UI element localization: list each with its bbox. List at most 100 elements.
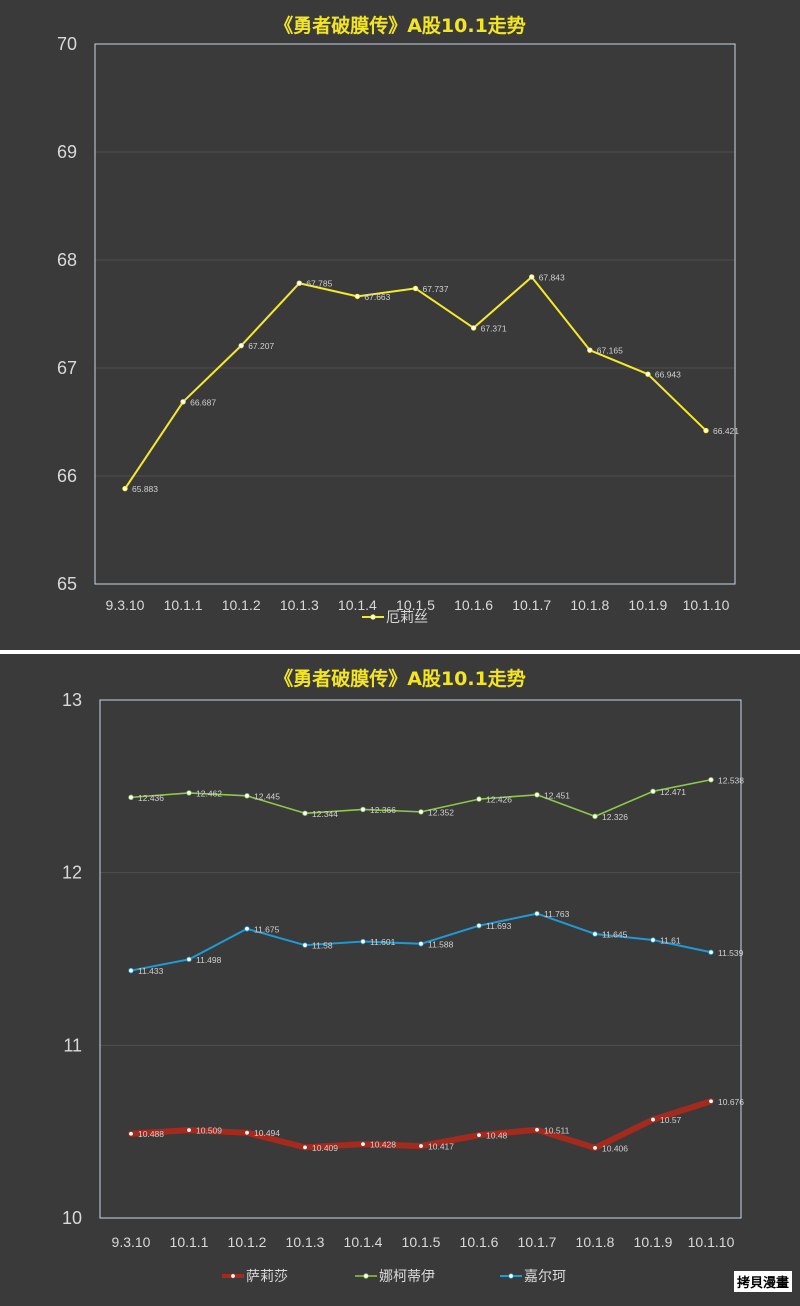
plot-area-border [94,43,736,585]
data-point [244,793,250,799]
x-tick-label: 10.1.10 [683,597,730,613]
y-tick-label: 67 [57,358,77,378]
data-label: 10.488 [138,1129,164,1139]
data-label: 10.48 [486,1131,508,1141]
data-point [302,810,308,816]
x-tick-label: 9.3.10 [112,1234,151,1250]
legend-label: 娜柯蒂伊 [379,1269,435,1285]
data-label: 12.426 [486,795,512,805]
data-point [302,1144,308,1151]
data-point [592,1145,598,1151]
data-point [529,274,535,280]
series-line [124,275,707,490]
data-label: 11.675 [254,924,280,934]
data-point [186,956,192,963]
y-tick-label: 66 [57,466,77,486]
x-tick-label: 10.1.5 [396,597,435,613]
data-point [128,1131,134,1137]
data-point [128,794,134,801]
x-tick-label: 10.1.9 [634,1234,673,1250]
data-point [418,1143,424,1149]
data-point [708,949,714,955]
data-label: 12.344 [312,809,338,819]
y-tick-label: 10 [62,1208,82,1228]
data-point [244,1130,250,1136]
data-label: 12.462 [196,788,222,798]
data-point [302,942,308,948]
data-label: 10.417 [428,1141,454,1151]
chart-title: 《勇者破膜传》A股10.1走势 [274,14,526,37]
data-point [534,910,540,917]
data-label: 11.645 [602,929,628,939]
data-point [708,777,714,783]
data-label: 10.511 [544,1125,570,1135]
data-point [534,1127,540,1133]
data-point [296,280,302,286]
data-point [128,967,134,974]
data-point [122,485,128,492]
data-point [708,1098,714,1104]
data-label: 67.737 [423,284,449,294]
legend-marker [230,1273,236,1279]
data-label: 12.352 [428,807,454,817]
data-point [244,926,250,932]
data-label: 10.428 [370,1140,396,1150]
data-point [592,931,598,937]
x-tick-label: 10.1.1 [164,597,203,613]
data-label: 12.471 [660,787,686,797]
data-point [418,809,424,815]
data-point [476,1132,482,1138]
y-tick-label: 65 [57,574,77,594]
data-point [360,806,366,813]
data-point [476,796,482,802]
data-point [650,1116,656,1123]
data-label: 65.883 [132,484,158,494]
data-label: 10.409 [312,1143,338,1153]
x-tick-label: 10.1.4 [344,1234,383,1250]
data-label: 12.436 [138,793,164,803]
data-point [412,285,419,292]
x-tick-label: 10.1.7 [512,597,551,613]
y-tick-label: 69 [57,142,77,162]
data-point [645,371,651,377]
data-point [592,813,598,820]
x-tick-label: 10.1.3 [280,597,319,613]
line-chart-bottom: 《勇者破膜传》A股10.1走势 10 11 12 13 9.3.10 10.1.1 10.1.… [62,667,744,1285]
data-label: 67.207 [248,341,274,351]
data-point [186,790,192,796]
data-point [587,347,593,353]
y-tick-label: 70 [57,34,77,54]
x-tick-label: 10.1.1 [170,1234,209,1250]
data-label: 11.763 [544,909,570,919]
x-tick-label: 10.1.6 [460,1234,499,1250]
chart-panel-bottom: 《勇者破膜传》A股10.1走势 10 11 12 13 9.3.10 10.1.1 10.1.… [0,654,800,1306]
data-point [360,938,366,945]
data-label: 67.371 [481,323,507,333]
chart-panel-top: 《勇者破膜传》A股10.1走势 65 66 67 68 69 70 9.3.10 10.1.1 1… [0,0,800,650]
data-label: 12.451 [544,790,570,800]
data-point [186,1127,192,1133]
data-label: 11.58 [312,941,333,951]
data-label: 12.326 [602,812,628,822]
data-label: 11.693 [486,921,512,931]
data-point [180,399,186,405]
x-tick-label: 10.1.6 [454,597,493,613]
x-tick-label: 10.1.2 [228,1234,267,1250]
x-tick-label: 10.1.9 [628,597,667,613]
x-tick-label: 10.1.7 [518,1234,557,1250]
data-point [534,792,540,798]
data-label: 67.663 [364,292,390,302]
data-label: 10.676 [718,1097,744,1107]
x-tick-label: 9.3.10 [106,597,145,613]
data-label: 10.494 [254,1128,280,1138]
chart-title: 《勇者破膜传》A股10.1走势 [274,667,526,690]
data-point [360,1141,366,1147]
data-label: 12.445 [254,791,280,801]
legend-marker [370,614,376,620]
data-label: 11.433 [138,966,164,976]
data-point [354,293,361,300]
watermark-text: 拷貝漫畫 [733,1271,792,1292]
data-point [650,937,656,943]
y-tick-label: 68 [57,250,77,270]
series-line [128,1098,714,1151]
